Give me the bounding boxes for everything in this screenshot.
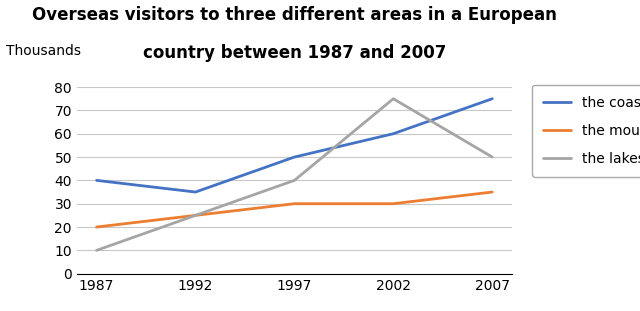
Text: Overseas visitors to three different areas in a European: Overseas visitors to three different are… — [32, 6, 557, 24]
Text: Thousands: Thousands — [6, 44, 81, 58]
Text: country between 1987 and 2007: country between 1987 and 2007 — [143, 44, 446, 62]
the mountains — [93, 225, 100, 229]
the lakes — [291, 179, 298, 182]
the mountains — [390, 202, 397, 206]
the lakes — [488, 155, 496, 159]
the mountains — [191, 213, 199, 217]
the lakes — [191, 213, 199, 217]
the mountains — [488, 190, 496, 194]
Line: the mountains: the mountains — [97, 192, 492, 227]
the coast — [488, 97, 496, 101]
the lakes — [390, 97, 397, 101]
the coast — [291, 155, 298, 159]
the coast — [191, 190, 199, 194]
Line: the lakes: the lakes — [97, 99, 492, 250]
Legend: the coast, the mountains, the lakes: the coast, the mountains, the lakes — [532, 85, 640, 177]
the mountains — [291, 202, 298, 206]
the lakes — [93, 248, 100, 252]
the coast — [390, 132, 397, 136]
Line: the coast: the coast — [97, 99, 492, 192]
the coast — [93, 179, 100, 182]
